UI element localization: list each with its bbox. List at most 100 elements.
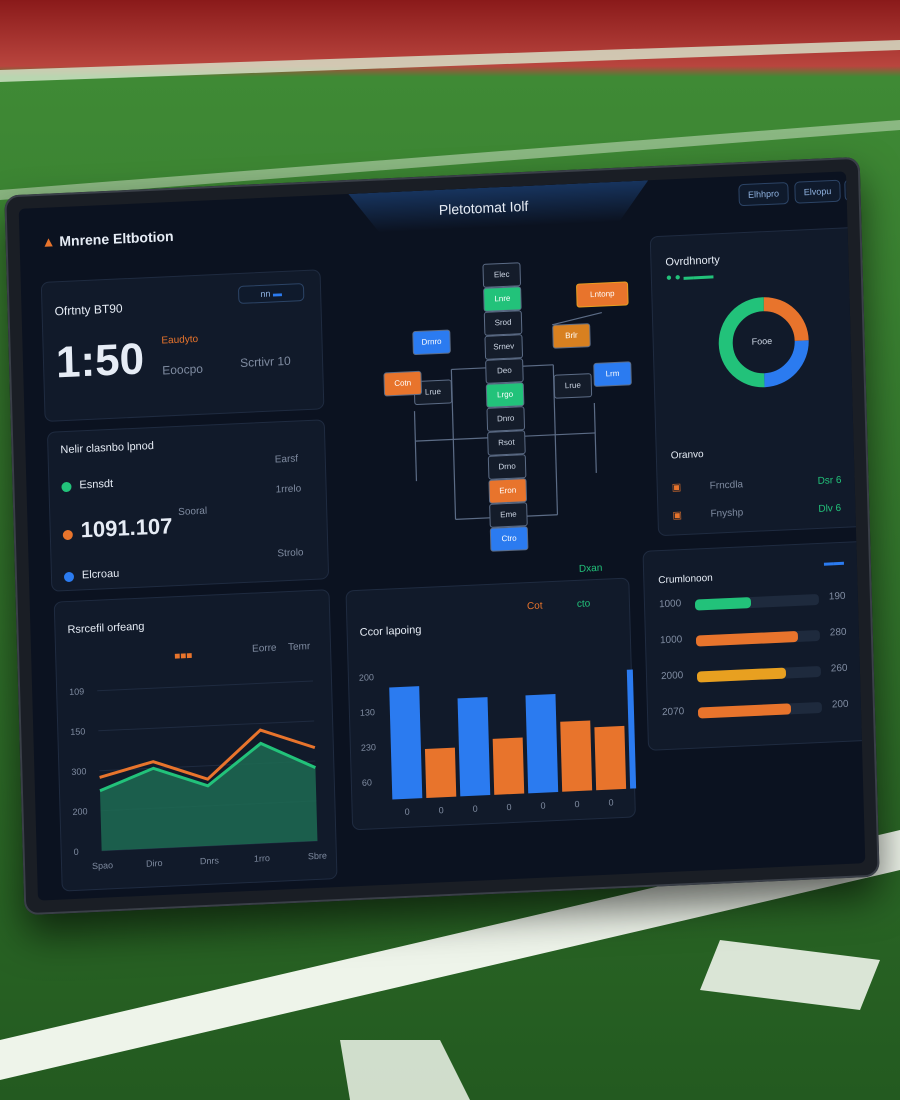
- flow-node[interactable]: Cotn: [383, 370, 423, 397]
- progress-panel: Crumlonoon ▬▬ 1000 190 1000 280 2000 260 2070 2…: [642, 540, 866, 751]
- progress-value: 280: [829, 626, 847, 639]
- bar-x-tick: 0: [472, 804, 477, 814]
- area-gridline: [97, 680, 314, 692]
- score-right: Scrtivr 10: [239, 353, 291, 371]
- bar[interactable]: [626, 668, 637, 789]
- bar[interactable]: [492, 737, 525, 795]
- area-y-tick: 300: [71, 766, 86, 777]
- donut-green-slice: [718, 297, 809, 388]
- bar-x-tick: 0: [439, 805, 444, 815]
- bar[interactable]: [594, 725, 627, 791]
- blue-dot-icon: [63, 571, 75, 583]
- stats-meta-1: Earsf: [274, 453, 299, 466]
- flow-node[interactable]: Dnro: [486, 406, 526, 432]
- flow-node[interactable]: Drnro: [412, 329, 451, 356]
- monitor: ▲ Mnrene Eltbotion Pletotomat Iolf Elhhp…: [4, 156, 880, 916]
- donut-row-1: Frncdla: [709, 479, 744, 492]
- orange-dot-icon: [62, 529, 73, 541]
- area-series-line: [99, 741, 317, 793]
- flow-node[interactable]: Lrgo: [485, 382, 525, 408]
- app-brand: ▲ Mnrene Eltbotion: [41, 228, 173, 250]
- bar[interactable]: [389, 686, 423, 800]
- donut-panel: Ovrdhnorty ● ● ▬▬▬ Fooe Oranvo ▣ Frncdla…: [649, 226, 866, 537]
- stats-meta-3: Sooral: [178, 505, 208, 518]
- stats-meta-2: 1rrelo: [275, 483, 302, 496]
- area-y-tick: 0: [74, 847, 79, 857]
- more-menu-button[interactable]: ⋮: [844, 178, 863, 202]
- flow-node[interactable]: Lrue: [553, 373, 593, 399]
- stats-meta-4: Strolo: [277, 547, 304, 560]
- area-y-tick: 150: [70, 726, 85, 737]
- progress-value: 200: [831, 698, 849, 711]
- flow-node[interactable]: Brlr: [552, 323, 591, 349]
- flow-node[interactable]: Eron: [488, 478, 528, 504]
- bar-y-tick: 230: [361, 742, 376, 753]
- bar[interactable]: [457, 697, 491, 797]
- stats-panel: Nelir clasnbo lpnod Esnsdt Earsf 1rrelo …: [46, 419, 330, 592]
- game-clock: 1:50: [55, 334, 145, 388]
- progress-list: 1000 190 1000 280 2000 260 2070 200: [644, 542, 866, 719]
- header-button-1[interactable]: Elhhpro: [738, 181, 789, 207]
- progress-title: Crumlonoon: [658, 572, 713, 587]
- area-series-line: [99, 728, 316, 781]
- donut-status-dots: ● ● ▬▬▬: [665, 270, 714, 284]
- flow-footer-label: Dxan: [578, 562, 603, 575]
- donut-title: Ovrdhnorty: [665, 254, 720, 269]
- area-legend-1: Eorre: [251, 642, 277, 655]
- bar-y-tick: 130: [360, 707, 375, 718]
- flow-node[interactable]: Srnev: [484, 334, 524, 360]
- score-panel: Ofrtnty BT90 nn ▬ 1:50 Eaudyto Eoocpo Sc…: [40, 269, 325, 422]
- bar-y-tick: 200: [359, 672, 374, 683]
- area-legend-2: Temr: [287, 641, 311, 654]
- donut-row-2: Fnyshp: [710, 507, 744, 520]
- progress-label: 1000: [659, 634, 683, 647]
- area-x-tick: 1rro: [254, 853, 270, 864]
- flow-node[interactable]: Ctro: [489, 526, 529, 552]
- flow-node[interactable]: Rsot: [487, 430, 526, 456]
- brand-label: Mnrene Eltbotion: [59, 227, 174, 250]
- area-x-tick: Dnrs: [200, 855, 220, 866]
- area-gridline: [98, 720, 315, 732]
- score-sub: Eoocpo: [162, 361, 204, 378]
- progress-fill: [694, 597, 751, 611]
- flame-icon: ▲: [41, 233, 60, 250]
- area-legend-swatches: ■■■: [174, 650, 193, 663]
- flow-node[interactable]: Drno: [487, 454, 527, 480]
- bar-legend-1: Cot: [526, 600, 543, 613]
- flow-node[interactable]: Lrm: [593, 361, 632, 387]
- bar-legend-2: cto: [576, 598, 591, 610]
- dashboard: ▲ Mnrene Eltbotion Pletotomat Iolf Elhhp…: [18, 171, 866, 901]
- flow-node[interactable]: Elec: [482, 262, 522, 288]
- area-series-fill: [99, 743, 318, 851]
- header-button-2[interactable]: Elvopu: [794, 179, 841, 204]
- progress-fill: [695, 630, 798, 647]
- stats-value: 1091.107: [80, 513, 173, 543]
- donut-chart: [718, 297, 809, 388]
- bar-x-tick: 0: [405, 807, 410, 817]
- bar[interactable]: [525, 693, 559, 794]
- flow-node[interactable]: Lnre: [483, 286, 522, 312]
- area-x-tick: Diro: [146, 858, 163, 869]
- flow-node[interactable]: Srod: [483, 310, 523, 336]
- donut-center-label: Fooe: [751, 335, 773, 347]
- bar-chart-panel: Ccor lapoing Cot cto 2001302306000000000: [345, 577, 637, 831]
- bar[interactable]: [424, 747, 457, 798]
- progress-legend: ▬▬: [823, 556, 845, 569]
- bar[interactable]: [560, 720, 593, 792]
- bar-x-tick: 0: [574, 799, 579, 809]
- progress-label: 2070: [661, 706, 685, 719]
- progress-value: 190: [828, 590, 846, 603]
- flow-node[interactable]: Eme: [489, 502, 528, 528]
- area-x-tick: Spao: [92, 860, 113, 871]
- score-toggle[interactable]: nn ▬: [237, 283, 305, 305]
- score-title: Ofrtnty BT90: [54, 301, 123, 319]
- bar-chart-title: Ccor lapoing: [359, 624, 422, 639]
- flow-tag-node[interactable]: Lntonp: [576, 281, 629, 308]
- area-y-tick: 200: [72, 806, 87, 817]
- progress-fill: [697, 703, 792, 719]
- area-chart: 109 150 300 200 0 Spao Diro Dnrs 1rro Sbre: [69, 680, 327, 871]
- bar-y-tick: 60: [362, 777, 372, 787]
- stats-row-3: Elcroau: [81, 567, 120, 582]
- area-chart-panel: Rsrcefil orfeang ■■■ Eorre Temr 109 150 30…: [53, 589, 338, 892]
- flow-node[interactable]: Deo: [485, 358, 524, 384]
